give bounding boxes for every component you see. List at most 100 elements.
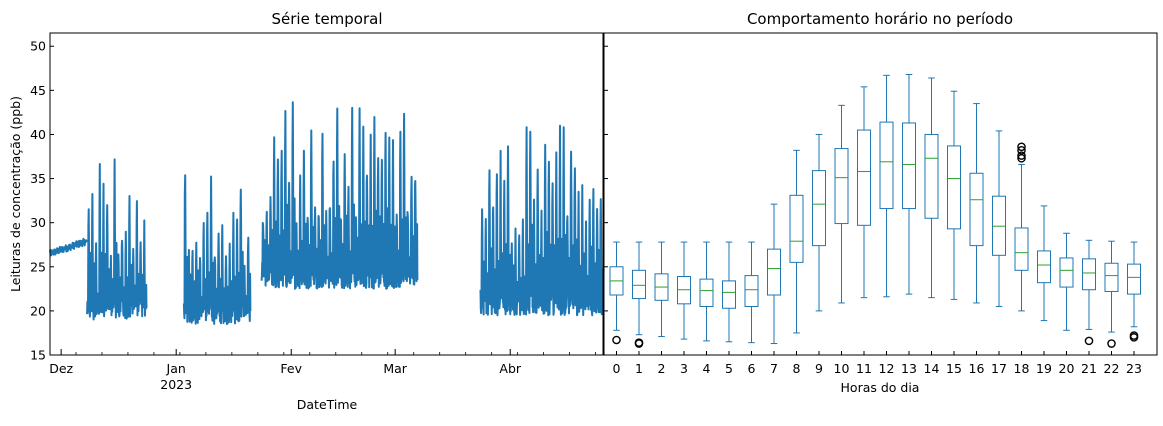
- time-series-line-segment: [86, 158, 148, 321]
- time-series-line-segment: [260, 101, 419, 290]
- boxplot-hour-11: [857, 86, 871, 299]
- boxplot-box: [924, 133, 939, 219]
- boxplot-x-tick-label: 10: [834, 361, 850, 376]
- boxplot-flier: [1084, 336, 1094, 346]
- boxplot-x-tick-label: 21: [1081, 361, 1097, 376]
- boxplot-box: [879, 121, 894, 210]
- boxplot-x-tick-label: 17: [991, 361, 1007, 376]
- boxplot-x-tick-label: 5: [725, 361, 733, 376]
- time-series-y-tick-label: 15: [30, 348, 46, 363]
- boxplot-x-tick-label: 6: [748, 361, 756, 376]
- boxplot-x-tick-label: 2: [658, 361, 666, 376]
- boxplot-hour-2: [654, 241, 669, 337]
- boxplot-box: [722, 280, 736, 309]
- boxplot-hour-22: [1104, 240, 1119, 348]
- boxplot-flier: [612, 335, 621, 345]
- boxplot-hour-15: [947, 90, 961, 300]
- boxplot-hour-20: [1059, 232, 1074, 331]
- boxplot-title: Comportamento horário no período: [747, 10, 1013, 28]
- boxplot-x-tick-label: 9: [815, 361, 823, 376]
- boxplot-flier: [1017, 142, 1026, 152]
- boxplot-x-tick-label: 19: [1036, 361, 1052, 376]
- time-series-lines: [49, 101, 604, 325]
- boxplot-box: [812, 170, 826, 247]
- time-series-x-tick-label: Dez: [49, 361, 73, 376]
- boxplot-box: [969, 172, 984, 247]
- boxplot-box: [1082, 258, 1096, 291]
- boxplot-box: [1014, 227, 1029, 271]
- boxplot-boxes: [609, 73, 1141, 348]
- time-series-frame: [49, 32, 604, 356]
- boxplot-x-label: Horas do dia: [841, 380, 920, 395]
- boxplot-hour-16: [969, 103, 984, 304]
- boxplot-frame: [603, 32, 1158, 356]
- time-series-y-ticks: 15 20 25 30 35 40 45 50: [30, 39, 54, 363]
- time-series-y-tick-label: 50: [30, 39, 46, 54]
- time-series-x-label: DateTime: [297, 397, 358, 412]
- time-series-y-tick-label: 45: [30, 83, 46, 98]
- boxplot-hour-5: [722, 241, 736, 343]
- time-series-line-segment: [479, 124, 604, 317]
- boxplot-box: [632, 269, 646, 300]
- boxplot-x-tick-label: 0: [613, 361, 621, 376]
- boxplot-hour-4: [699, 241, 714, 342]
- time-series-x-tick-sublabel: 2023: [160, 377, 192, 392]
- time-series-line-segment: [49, 237, 88, 257]
- time-series-y-tick-label: 40: [30, 127, 46, 142]
- boxplot-x-tick-label: 12: [879, 361, 895, 376]
- boxplot-hour-7: [767, 203, 781, 345]
- boxplot-box: [1037, 250, 1051, 284]
- boxplot-hour-8: [789, 149, 804, 334]
- boxplot-flier: [634, 339, 644, 348]
- boxplot-box: [699, 278, 714, 307]
- boxplot-y-ticks: [604, 45, 608, 356]
- boxplot-box: [902, 122, 916, 210]
- boxplot-box: [857, 129, 871, 226]
- boxplot-hour-1: [632, 241, 646, 348]
- boxplot-hour-14: [924, 77, 939, 299]
- time-series-line-segment: [182, 174, 252, 325]
- boxplot-box: [1127, 263, 1141, 295]
- boxplot-x-tick-label: 23: [1126, 361, 1142, 376]
- boxplot-hour-21: [1082, 239, 1096, 346]
- boxplot-hour-9: [812, 133, 826, 312]
- boxplot-x-tick-label: 13: [901, 361, 917, 376]
- boxplot-hour-23: [1127, 241, 1141, 342]
- boxplot-x-tick-label: 8: [793, 361, 801, 376]
- boxplot-box: [834, 148, 849, 225]
- boxplot-x-tick-label: 1: [635, 361, 643, 376]
- boxplot-x-tick-label: 14: [924, 361, 940, 376]
- boxplot-hour-13: [902, 73, 916, 295]
- boxplot-x-tick-label: 7: [770, 361, 778, 376]
- boxplot-flier: [1107, 339, 1116, 348]
- boxplot-hour-3: [677, 241, 691, 340]
- boxplot-flier: [1129, 333, 1139, 342]
- boxplot-hour-6: [744, 241, 759, 344]
- boxplot-box: [789, 194, 804, 263]
- boxplot-x-ticks: 0 1 2 3 4 5 6 7 8 9 10 11 12 13 14 15 16 17 18 19 20 21 22 23: [613, 351, 1142, 376]
- boxplot-hour-18: [1014, 142, 1029, 312]
- time-series-y-tick-label: 35: [30, 171, 46, 186]
- boxplot-box: [744, 275, 759, 307]
- time-series-x-tick-label: Abr: [499, 361, 521, 376]
- time-series-x-tick-label: Fev: [280, 361, 302, 376]
- boxplot-x-tick-label: 16: [969, 361, 985, 376]
- time-series-panel: Série temporal Leituras de concentração …: [8, 10, 604, 412]
- time-series-x-tick-label: Mar: [383, 361, 407, 376]
- boxplot-box: [1059, 257, 1074, 288]
- boxplot-x-tick-label: 18: [1014, 361, 1030, 376]
- boxplot-flier: [1017, 153, 1026, 163]
- boxplot-x-tick-label: 4: [703, 361, 711, 376]
- boxplot-hour-17: [992, 130, 1006, 307]
- boxplot-x-tick-label: 3: [680, 361, 688, 376]
- boxplot-box: [947, 145, 961, 230]
- boxplot-x-tick-label: 22: [1104, 361, 1120, 376]
- boxplot-box: [1104, 262, 1119, 292]
- boxplot-flier: [1017, 151, 1026, 160]
- boxplot-x-tick-label: 11: [856, 361, 872, 376]
- boxplot-hour-0: [609, 241, 624, 345]
- time-series-title: Série temporal: [271, 10, 382, 28]
- time-series-y-tick-label: 30: [30, 215, 46, 230]
